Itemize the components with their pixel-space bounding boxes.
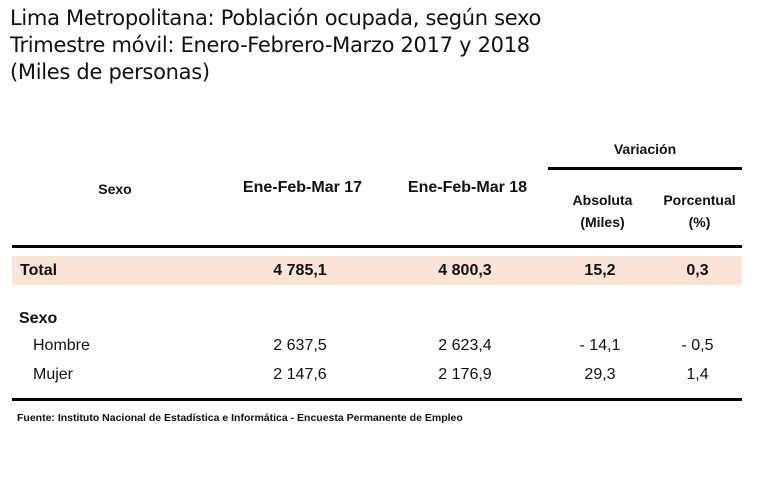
table-title: Lima Metropolitana: Población ocupada, s… <box>10 5 541 86</box>
header-absoluta-label: Absoluta <box>572 192 633 208</box>
source-note: Fuente: Instituto Nacional de Estadístic… <box>17 412 463 424</box>
header-bottom-rule <box>12 245 742 248</box>
header-porcentual: Porcentual (%) <box>652 189 747 233</box>
row-hombre-col2: 2 623,4 <box>438 337 492 354</box>
total-col2: 4 800,3 <box>438 262 492 279</box>
header-ene-feb-mar-17: Ene-Feb-Mar 17 <box>242 179 363 196</box>
header-variacion: Variación <box>613 141 677 157</box>
title-line-1: Lima Metropolitana: Población ocupada, s… <box>10 6 542 30</box>
group-label-sexo: Sexo <box>19 310 58 327</box>
total-col1: 4 785,1 <box>273 262 327 279</box>
variacion-underline <box>548 167 742 170</box>
row-mujer-porcentual: 1,4 <box>686 366 709 383</box>
header-absoluta: Absoluta (Miles) <box>555 189 650 233</box>
total-label: Total <box>20 262 58 279</box>
total-absoluta: 15,2 <box>584 262 616 279</box>
table-bottom-rule <box>12 398 742 401</box>
row-hombre-col1: 2 637,5 <box>273 337 327 354</box>
header-porcentual-unit: (%) <box>688 214 711 230</box>
row-hombre-label: Hombre <box>33 337 90 354</box>
row-mujer-label: Mujer <box>33 366 74 383</box>
row-mujer-absoluta: 29,3 <box>584 366 616 383</box>
row-hombre-absoluta: - 14,1 <box>579 337 621 354</box>
header-ene-feb-mar-18: Ene-Feb-Mar 18 <box>407 179 528 196</box>
total-porcentual: 0,3 <box>686 262 709 279</box>
row-mujer-col2: 2 176,9 <box>438 366 492 383</box>
header-sexo: Sexo <box>98 181 132 197</box>
header-absoluta-unit: (Miles) <box>580 214 625 230</box>
row-hombre-porcentual: - 0,5 <box>681 337 714 354</box>
header-porcentual-label: Porcentual <box>663 192 736 208</box>
total-row-highlight <box>12 256 742 285</box>
title-line-2: Trimestre móvil: Enero-Febrero-Marzo 201… <box>10 33 530 57</box>
title-line-3: (Miles de personas) <box>10 60 210 84</box>
row-mujer-col1: 2 147,6 <box>273 366 327 383</box>
